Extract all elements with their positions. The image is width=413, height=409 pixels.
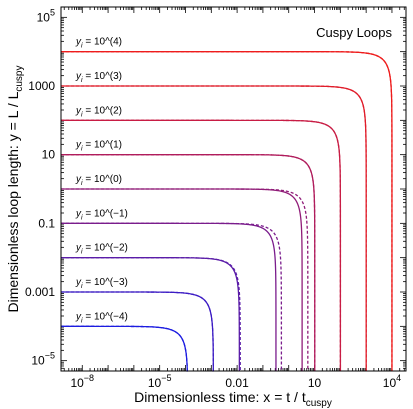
series-label-var: y: [75, 140, 82, 151]
series-label-var: y: [75, 71, 82, 82]
series-label-rest: = 10^(4): [83, 37, 122, 48]
series-label-2: yi = 10^(2): [75, 105, 122, 118]
y-tick-label: 10: [42, 148, 56, 162]
series-label-rest: = 10^(0): [83, 174, 122, 185]
series-label-1: yi = 10^(3): [75, 71, 122, 84]
series-label-var: y: [75, 105, 82, 116]
series-label-var: y: [75, 277, 82, 288]
series-line-4: [61, 188, 303, 371]
series-line-0: [61, 51, 393, 371]
x-tick-label-base: 10: [383, 376, 397, 390]
x-tick-label-exp: 4: [396, 373, 401, 383]
series-label-rest: = 10^(3): [83, 71, 122, 82]
series-lines: [61, 51, 393, 372]
y-tick-label: 10−5: [31, 351, 55, 368]
series-label-sub: i: [81, 146, 83, 153]
y-axis-label-main: Dimensionless loop length: y = L / L: [5, 91, 21, 312]
series-label-sub: i: [81, 283, 83, 290]
plot-frame: [60, 6, 407, 372]
series-label-rest: = 10^(−2): [83, 243, 128, 254]
y-axis-label-sub: cuspy: [14, 65, 25, 91]
series-label-var: y: [75, 37, 82, 48]
series-label-rest: = 10^(−1): [83, 208, 128, 219]
series-label-var: y: [75, 311, 82, 322]
series-line-7: [61, 291, 214, 372]
y-tick-label-exp: 5: [50, 7, 55, 17]
series-label-sub: i: [81, 249, 83, 256]
y-tick-label: 105: [37, 7, 55, 24]
series-line-6: [61, 257, 240, 371]
series-label-rest: = 10^(1): [83, 140, 122, 151]
y-axis-label: Dimensionless loop length: y = L / Lcusp…: [5, 65, 25, 312]
series-line-2: [61, 119, 342, 371]
y-tick-label-base: 10: [37, 10, 51, 24]
series-label-sub: i: [81, 43, 83, 50]
series-label-sub: i: [81, 214, 83, 221]
series-label-rest: = 10^(−3): [83, 277, 128, 288]
y-tick-label-base: 10: [31, 354, 45, 368]
x-tick-label: 104: [383, 373, 401, 390]
series-line-8: [61, 325, 188, 372]
series-label-5: yi = 10^(−1): [75, 208, 128, 221]
x-tick-label-base: 10: [70, 376, 84, 390]
x-tick-label-exp: −5: [161, 373, 171, 383]
series-label-3: yi = 10^(1): [75, 140, 122, 153]
series-label-rest: = 10^(−4): [83, 311, 128, 322]
series-line-dashed-7: [61, 291, 214, 372]
x-tick-label-exp: −8: [84, 373, 94, 383]
series-label-var: y: [75, 174, 82, 185]
series-label-8: yi = 10^(−4): [75, 311, 128, 324]
series-line-dashed-3: [61, 154, 316, 371]
x-tick-label-base: 10: [148, 376, 162, 390]
x-axis-label-sub: cuspy: [306, 398, 332, 409]
x-axis-label-main: Dimensionless time: x = t / t: [134, 389, 306, 405]
chart-title: Cuspy Loops: [316, 25, 392, 40]
series-label-rest: = 10^(2): [83, 105, 122, 116]
series-label-var: y: [75, 243, 82, 254]
y-tick-label: 0.001: [25, 285, 55, 299]
y-tick-label-exp: −5: [45, 351, 55, 361]
series-label-sub: i: [81, 111, 83, 118]
y-tick-label: 0.1: [38, 216, 55, 230]
series-line-5: [61, 222, 277, 371]
series-line-dashed-1: [61, 85, 367, 371]
series-label-6: yi = 10^(−2): [75, 243, 128, 256]
x-tick-label: 0.01: [225, 376, 249, 390]
series-labels: yi = 10^(4)yi = 10^(3)yi = 10^(2)yi = 10…: [75, 37, 128, 325]
series-label-sub: i: [81, 180, 83, 187]
series-label-sub: i: [81, 317, 83, 324]
x-axis-label: Dimensionless time: x = t / tcuspy: [134, 389, 332, 409]
series-label-7: yi = 10^(−3): [75, 277, 128, 290]
x-tick-label: 10−8: [70, 373, 94, 390]
series-label-4: yi = 10^(0): [75, 174, 122, 187]
y-tick-label: 1000: [28, 79, 55, 93]
series-line-1: [61, 85, 367, 371]
series-label-var: y: [75, 208, 82, 219]
series-label-sub: i: [81, 77, 83, 84]
series-label-0: yi = 10^(4): [75, 37, 122, 50]
series-line-3: [61, 154, 316, 371]
x-tick-label: 10: [308, 376, 322, 390]
x-tick-label: 10−5: [148, 373, 172, 390]
series-line-dashed-8: [61, 325, 188, 372]
